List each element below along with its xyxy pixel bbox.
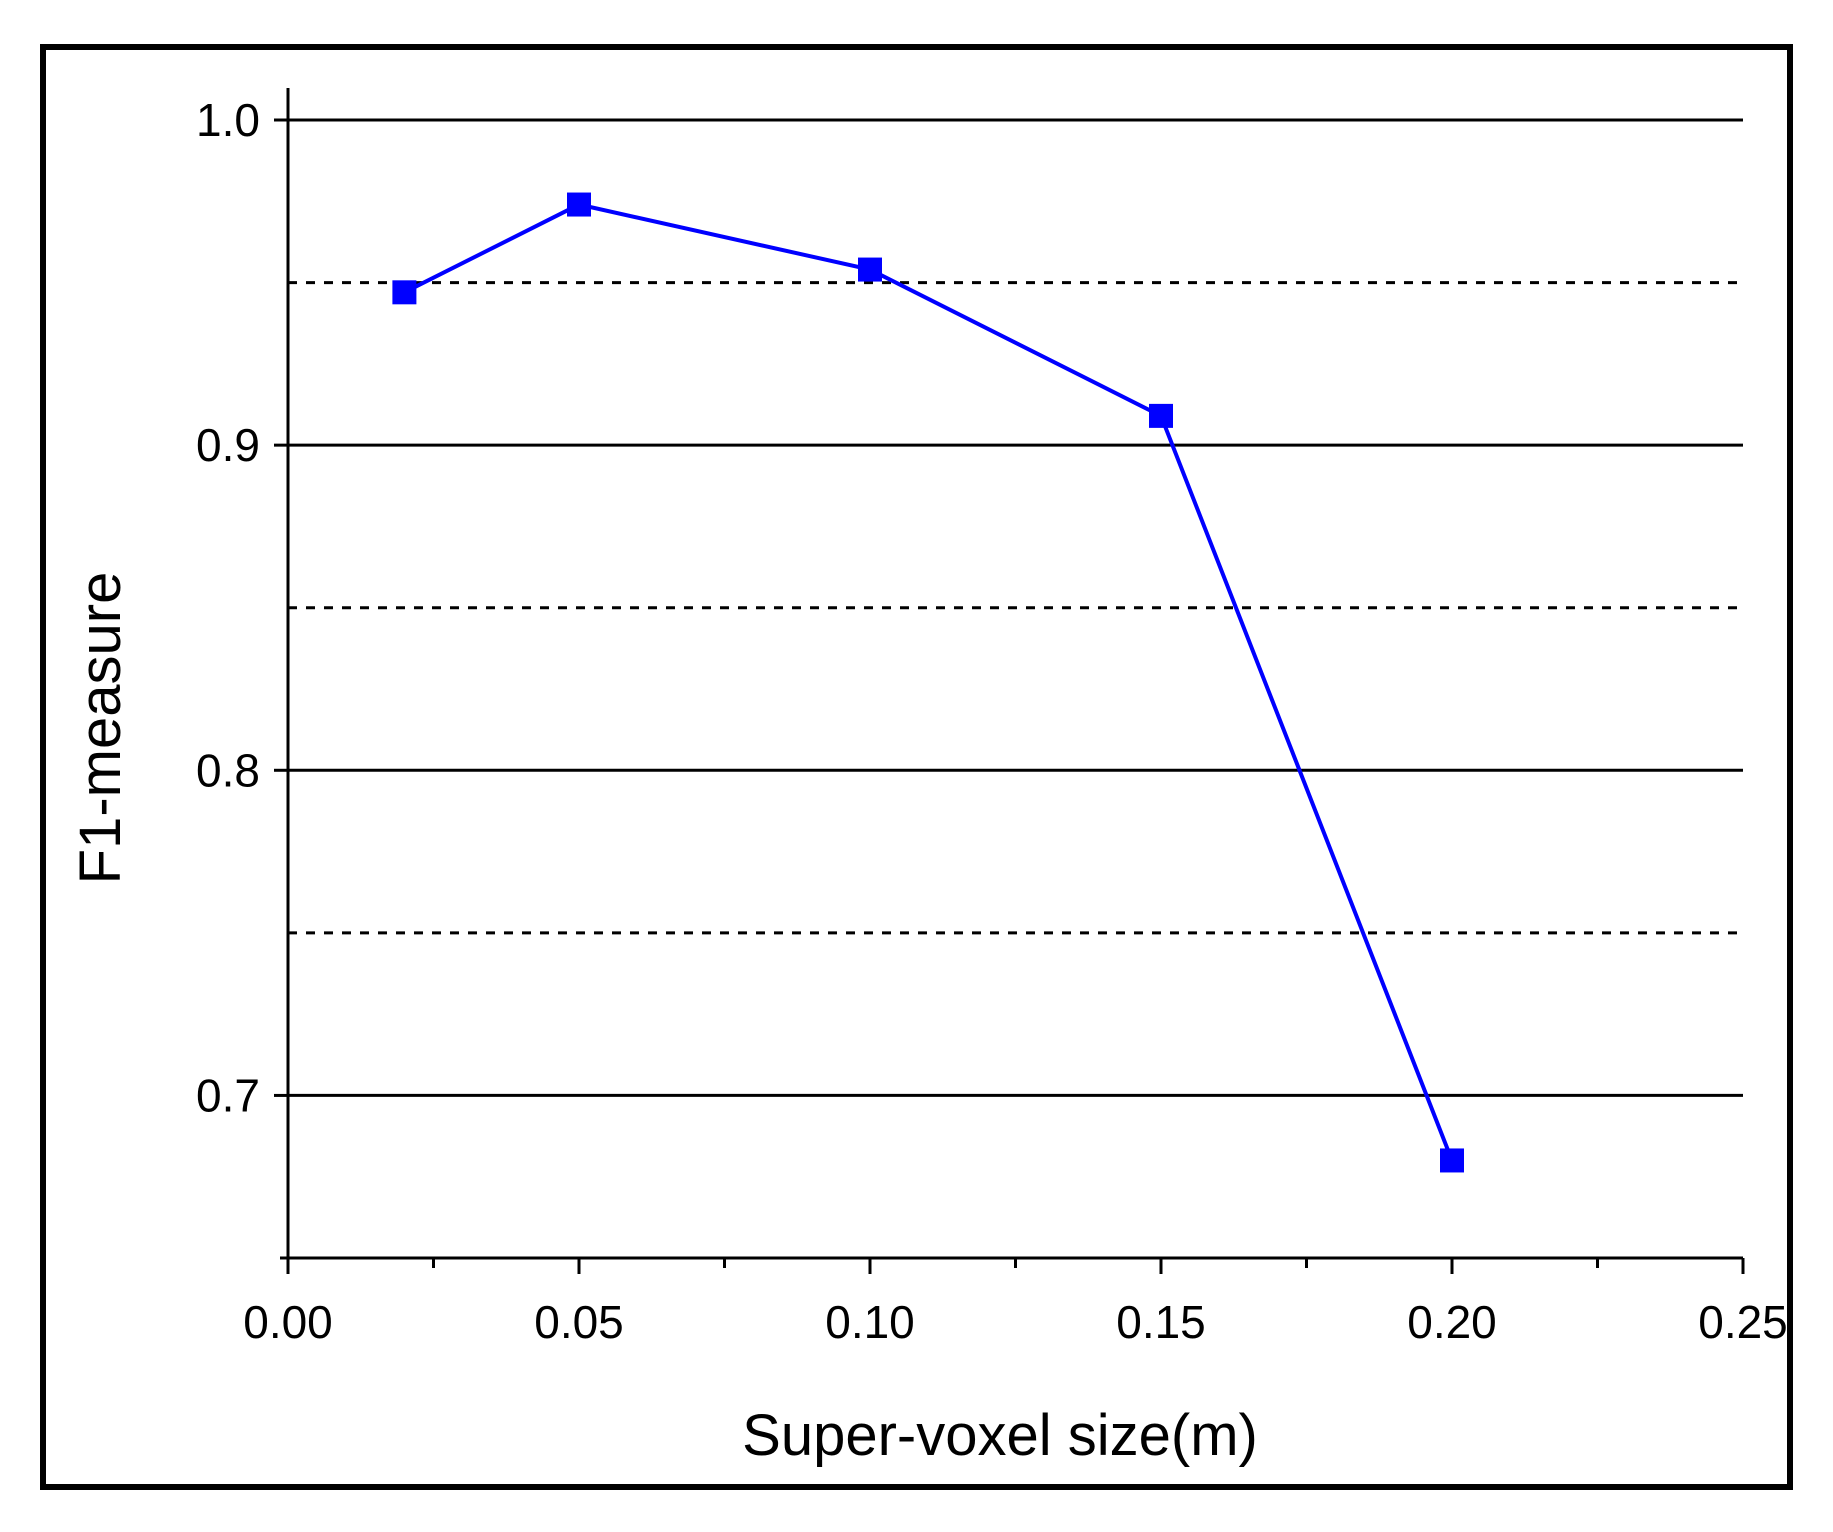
y-axis-title: F1-measure	[68, 572, 133, 885]
x-axis-title: Super-voxel size(m)	[742, 1403, 1258, 1468]
data-point-marker	[858, 257, 882, 282]
tick-labels: 0.7 0.8 0.9 1.0 0.00 0.05 0.10 0.15 0.20 0.25	[196, 94, 1788, 1348]
grid-lines	[288, 118, 1743, 1097]
series-line	[403, 202, 1454, 1162]
y-tick-label: 0.7	[196, 1069, 260, 1121]
x-tick-label: 0.20	[1407, 1296, 1497, 1348]
data-point-marker	[1149, 403, 1173, 428]
chart-frame	[40, 44, 1793, 1490]
y-tick-label: 1.0	[196, 94, 260, 146]
data-point-marker	[567, 192, 591, 217]
data-point-marker	[1440, 1148, 1464, 1173]
x-tick-label: 0.15	[1116, 1296, 1206, 1348]
x-tick-label: 0.05	[534, 1296, 624, 1348]
data-point-marker	[392, 280, 417, 305]
x-tick-label: 0.25	[1698, 1296, 1788, 1348]
data-series	[392, 192, 1464, 1173]
x-tick-label: 0.10	[825, 1296, 915, 1348]
x-tick-label: 0.00	[243, 1296, 333, 1348]
y-tick-label: 0.9	[196, 419, 260, 471]
y-tick-label: 0.8	[196, 744, 260, 796]
axes	[274, 88, 1745, 1274]
